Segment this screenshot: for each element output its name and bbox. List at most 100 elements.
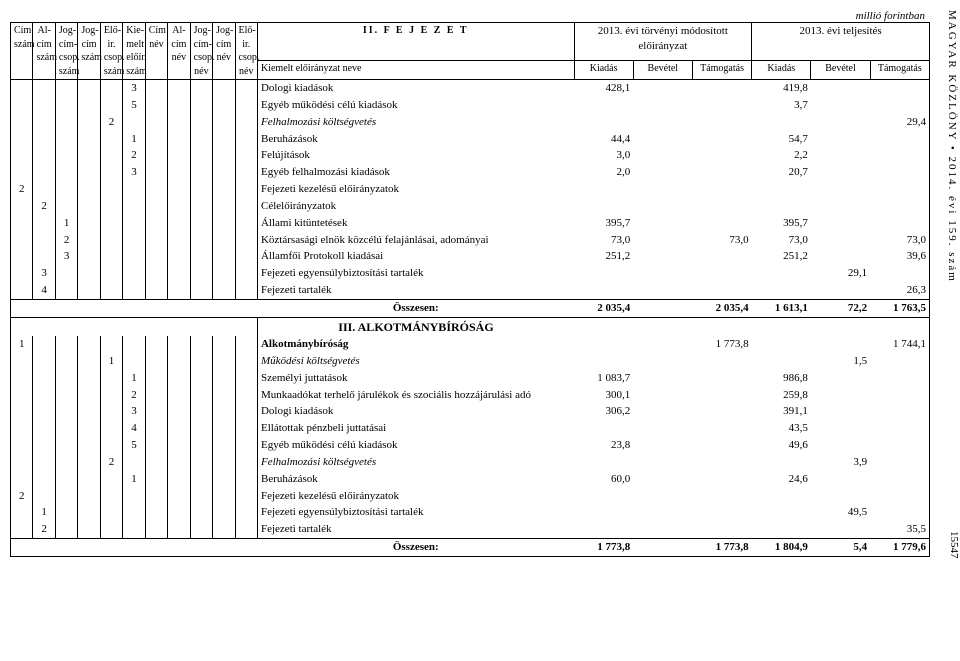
value-cell xyxy=(870,80,929,97)
hdr-kiemelt: Kiemelt előirányzat neve xyxy=(257,60,574,79)
code-cell xyxy=(235,80,257,97)
value-cell: 3,9 xyxy=(811,454,870,471)
code-cell xyxy=(145,164,167,181)
code-cell xyxy=(235,521,257,538)
code-cell xyxy=(55,488,77,505)
hdr-col-3: Kiadás xyxy=(752,60,811,79)
code-cell xyxy=(78,471,100,488)
value-cell: 395,7 xyxy=(574,215,633,232)
hdr-code-5: Kie-melt előír. szám xyxy=(123,23,145,80)
value-cell xyxy=(574,353,633,370)
value-cell xyxy=(692,248,751,265)
code-cell xyxy=(213,265,235,282)
code-cell xyxy=(78,80,100,97)
value-cell xyxy=(692,387,751,404)
table-row: 2Célelőirányzatok xyxy=(11,198,930,215)
code-cell xyxy=(168,504,190,521)
value-cell xyxy=(574,454,633,471)
value-cell xyxy=(692,488,751,505)
code-cell xyxy=(190,248,212,265)
code-cell xyxy=(11,215,33,232)
code-cell xyxy=(33,387,55,404)
code-cell: 2 xyxy=(33,198,55,215)
value-cell xyxy=(811,420,870,437)
value-cell xyxy=(692,80,751,97)
code-cell xyxy=(168,336,190,353)
value-cell xyxy=(633,248,692,265)
code-cell xyxy=(78,131,100,148)
code-cell xyxy=(213,403,235,420)
value-cell: 35,5 xyxy=(870,521,929,538)
code-cell xyxy=(100,97,122,114)
value-cell: 3,0 xyxy=(574,147,633,164)
value-cell: 3,7 xyxy=(752,97,811,114)
value-cell xyxy=(752,265,811,282)
totals-row-a: Összesen: 2 035,4 2 035,4 1 613,1 72,2 1… xyxy=(11,299,930,317)
code-cell xyxy=(145,131,167,148)
code-cell xyxy=(100,521,122,538)
row-description: Köztársasági elnök közcélú felajánlásai,… xyxy=(257,232,574,249)
totals-a-v0: 2 035,4 xyxy=(574,299,633,317)
code-cell xyxy=(168,131,190,148)
value-cell xyxy=(574,504,633,521)
value-cell xyxy=(574,282,633,299)
code-cell xyxy=(100,248,122,265)
code-cell xyxy=(145,97,167,114)
value-cell xyxy=(633,232,692,249)
code-cell xyxy=(123,232,145,249)
table-row: 4Fejezeti tartalék26,3 xyxy=(11,282,930,299)
code-cell xyxy=(145,403,167,420)
code-cell xyxy=(168,198,190,215)
row-description: Fejezeti egyensúlybiztosítási tartalék xyxy=(257,265,574,282)
side-page-number: 15547 xyxy=(948,531,960,559)
code-cell xyxy=(235,504,257,521)
code-cell xyxy=(78,232,100,249)
value-cell xyxy=(811,97,870,114)
value-cell: 29,1 xyxy=(811,265,870,282)
code-cell xyxy=(168,353,190,370)
code-cell xyxy=(100,164,122,181)
code-cell xyxy=(168,282,190,299)
code-cell xyxy=(33,232,55,249)
code-cell xyxy=(213,370,235,387)
value-cell xyxy=(692,265,751,282)
code-cell xyxy=(11,370,33,387)
code-cell xyxy=(190,198,212,215)
code-cell xyxy=(168,471,190,488)
value-cell xyxy=(870,504,929,521)
table-row: 5Egyéb működési célú kiadások23,849,6 xyxy=(11,437,930,454)
code-cell xyxy=(33,164,55,181)
value-cell xyxy=(633,181,692,198)
code-cell xyxy=(235,114,257,131)
code-cell xyxy=(235,97,257,114)
code-cell xyxy=(100,282,122,299)
row-description: Beruházások xyxy=(257,471,574,488)
code-cell xyxy=(78,488,100,505)
code-cell xyxy=(55,504,77,521)
code-cell xyxy=(145,232,167,249)
value-cell xyxy=(870,420,929,437)
code-cell xyxy=(235,454,257,471)
value-cell xyxy=(633,488,692,505)
code-cell xyxy=(213,282,235,299)
table-row: 3Dologi kiadások428,1419,8 xyxy=(11,80,930,97)
value-cell xyxy=(633,504,692,521)
code-cell xyxy=(78,147,100,164)
code-cell xyxy=(100,198,122,215)
code-cell xyxy=(213,387,235,404)
code-cell xyxy=(213,131,235,148)
code-cell xyxy=(55,387,77,404)
value-cell: 2,2 xyxy=(752,147,811,164)
value-cell: 43,5 xyxy=(752,420,811,437)
row-description: Munkaadókat terhelő járulékok és szociál… xyxy=(257,387,574,404)
code-cell xyxy=(11,248,33,265)
code-cell xyxy=(235,336,257,353)
section-b-title: III. ALKOTMÁNYBÍRÓSÁG xyxy=(257,317,574,336)
totals-row-b: Összesen: 1 773,8 1 773,8 1 804,9 5,4 1 … xyxy=(11,539,930,557)
code-cell xyxy=(145,181,167,198)
code-cell xyxy=(213,504,235,521)
code-cell xyxy=(190,80,212,97)
code-cell xyxy=(145,370,167,387)
code-cell xyxy=(213,471,235,488)
totals-a-v1 xyxy=(633,299,692,317)
